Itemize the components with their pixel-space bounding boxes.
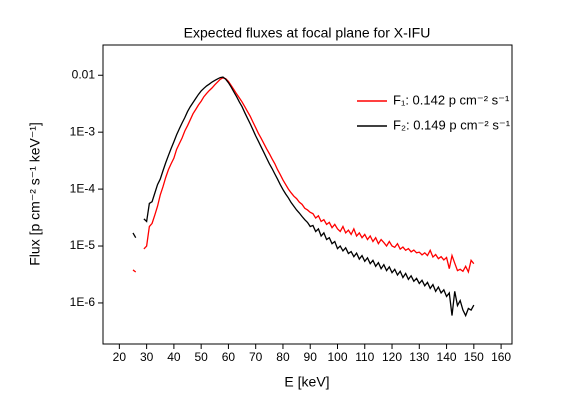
x-tick-label: 80 [276, 350, 290, 364]
x-tick-label: 160 [491, 350, 511, 364]
x-tick-label: 40 [167, 350, 181, 364]
legend-label: F₁: 0.142 p cm⁻² s⁻¹ [393, 92, 510, 107]
x-tick-label: 110 [355, 350, 374, 364]
x-tick-label: 130 [409, 350, 429, 364]
legend-label: F₂: 0.149 p cm⁻² s⁻¹ [393, 117, 511, 132]
plot-frame [102, 44, 513, 345]
x-tick-label: 20 [113, 350, 127, 364]
x-tick-label: 60 [222, 350, 236, 364]
y-tick-label: 1E-3 [70, 124, 96, 138]
x-tick-label: 150 [464, 350, 484, 364]
x-tick-label: 100 [327, 350, 347, 364]
x-tick-label: 50 [194, 350, 208, 364]
y-tick-label: 1E-5 [70, 238, 96, 252]
y-tick-label: 1E-6 [70, 295, 96, 309]
x-tick-label: 140 [437, 350, 457, 364]
x-tick-label: 90 [304, 350, 318, 364]
chart-title: Expected fluxes at focal plane for X-IFU [184, 25, 431, 41]
series-line [132, 76, 475, 318]
y-tick-label: 0.01 [72, 67, 96, 81]
y-tick-label: 1E-4 [70, 181, 96, 195]
y-axis-label: Flux [p cm⁻² s⁻¹ keV⁻¹] [27, 122, 43, 266]
x-tick-label: 70 [249, 350, 263, 364]
x-axis-label: E [keV] [284, 374, 329, 390]
x-tick-label: 30 [140, 350, 154, 364]
series-line [132, 77, 475, 274]
x-tick-label: 120 [382, 350, 402, 364]
